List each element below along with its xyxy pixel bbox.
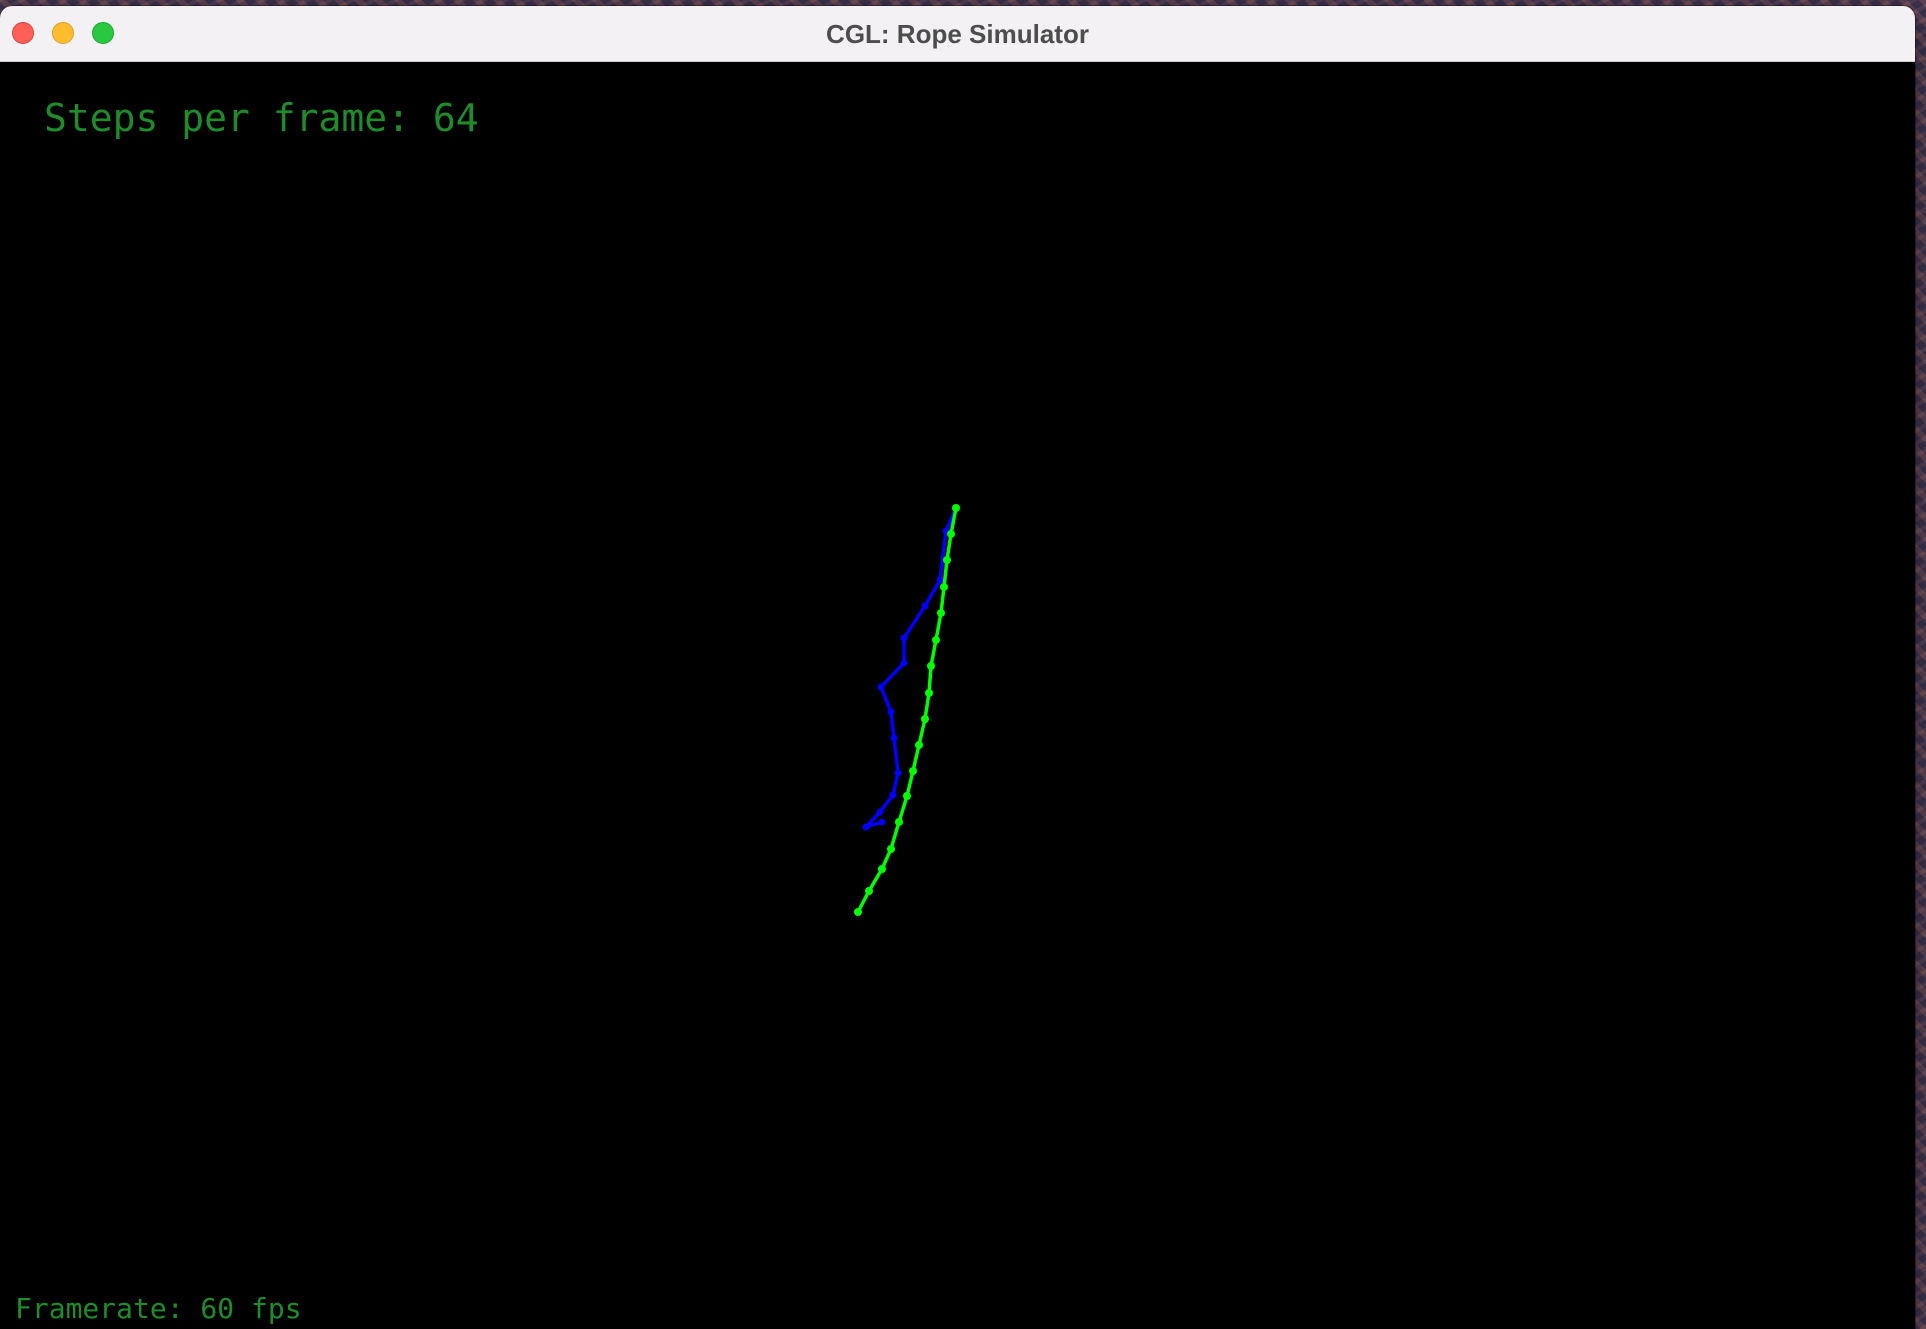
blue-rope-node [889, 791, 897, 799]
green-rope [854, 504, 960, 916]
blue-rope-node [878, 818, 886, 826]
rope-viewport [854, 504, 960, 916]
blue-rope-node [877, 683, 885, 691]
blue-rope-line [864, 507, 958, 829]
title-bar[interactable]: CGL: Rope Simulator [0, 6, 1915, 62]
green-rope-node [932, 636, 940, 644]
maximize-window-button[interactable] [92, 22, 114, 44]
green-rope-node [903, 792, 911, 800]
blue-rope-node [900, 634, 908, 642]
framerate-label: Framerate: 60 fps [15, 1292, 302, 1325]
green-rope-node [940, 583, 948, 591]
blue-rope-node [894, 769, 902, 777]
minimize-window-button[interactable] [52, 22, 74, 44]
blue-rope-node [936, 576, 944, 584]
close-window-button[interactable] [12, 22, 34, 44]
blue-rope-node [887, 708, 895, 716]
blue-rope-node [862, 823, 870, 831]
blue-rope-node [900, 659, 908, 667]
green-rope-node [909, 767, 917, 775]
green-rope-node [947, 530, 955, 538]
green-rope-node [952, 504, 960, 512]
blue-rope-node [890, 734, 898, 742]
green-rope-node [927, 662, 935, 670]
green-rope-node [895, 818, 903, 826]
green-rope-node [915, 741, 923, 749]
window-title: CGL: Rope Simulator [826, 19, 1089, 49]
green-rope-node [943, 556, 951, 564]
green-rope-node [937, 609, 945, 617]
app-window: CGL: Rope Simulator [0, 6, 1915, 1329]
green-rope-node [887, 845, 895, 853]
green-rope-node [921, 715, 929, 723]
green-rope-node [865, 887, 873, 895]
blue-rope-node [876, 808, 884, 816]
blue-rope-node [921, 602, 929, 610]
steps-per-frame-label: Steps per frame: 64 [44, 96, 479, 140]
green-rope-node [925, 689, 933, 697]
green-rope-node [854, 908, 862, 916]
simulation-canvas[interactable]: Steps per frame: 64 Framerate: 60 fps [0, 62, 1915, 1329]
green-rope-node [878, 865, 886, 873]
